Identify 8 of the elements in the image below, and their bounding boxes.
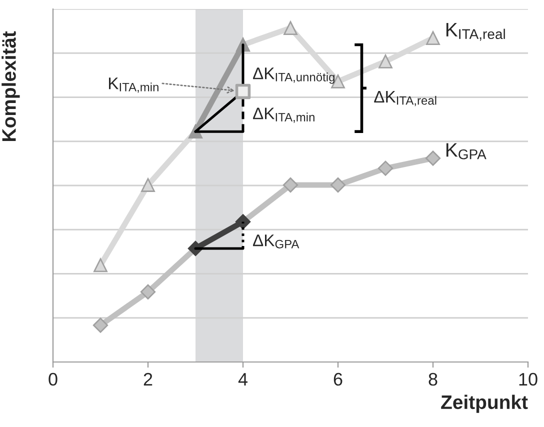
x-tick-label: 8 — [428, 372, 438, 386]
x-tick-label: 4 — [238, 373, 248, 386]
x-tick-label: 2 — [144, 372, 152, 386]
x-tick-label: 6 — [334, 372, 342, 386]
x-axis-title: Zeitpunkt — [441, 394, 528, 413]
x-tick-label: 10 — [519, 372, 538, 386]
y-axis-title: Komplexität — [2, 31, 20, 141]
x-tick-label: 0 — [48, 372, 58, 386]
